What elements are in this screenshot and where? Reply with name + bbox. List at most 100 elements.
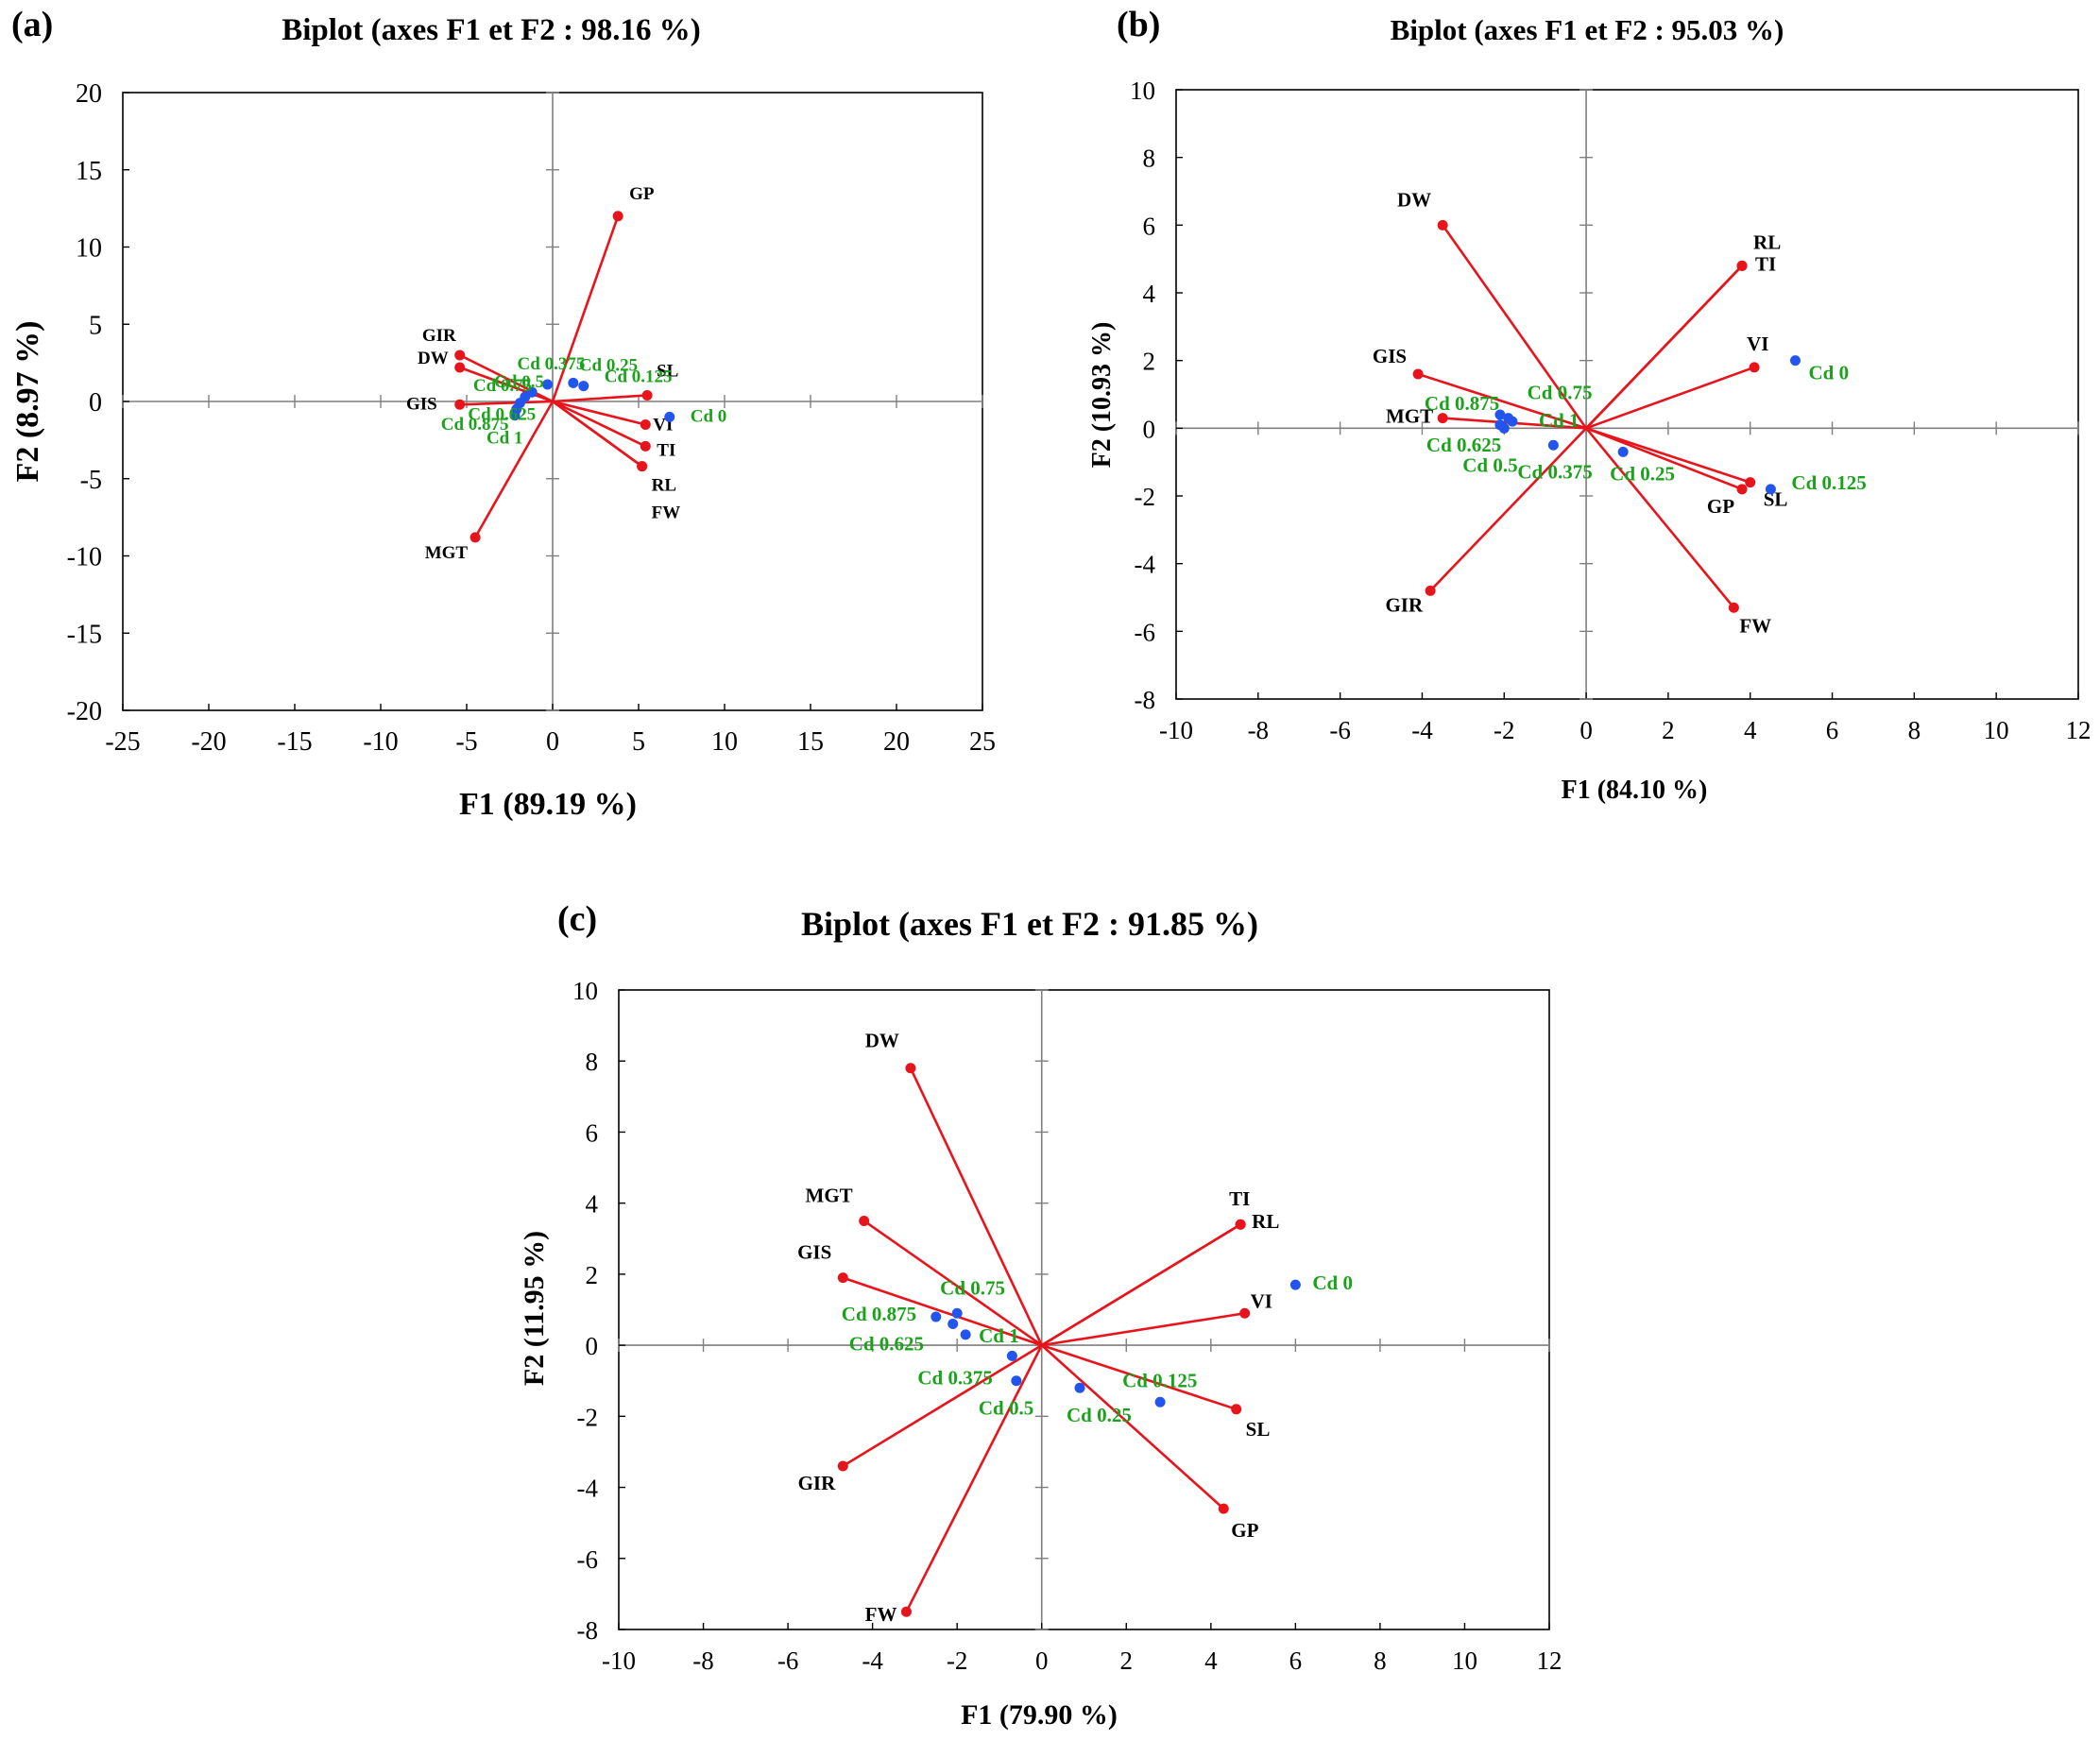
y-axis-title: F2 (10.93 %) [1087,322,1117,469]
variable-label-mgt: MGT [1386,405,1433,428]
variable-point-rl [1235,1219,1246,1230]
observation-label: Cd 0 [1312,1271,1353,1294]
y-tick-label: 2 [586,1261,599,1289]
variable-vector-vi [1041,1311,1245,1347]
variable-point-sl [1231,1404,1242,1415]
y-tick-label: 2 [1143,348,1156,376]
variable-label-rl: RL [652,476,676,496]
variable-vector-gis [1417,372,1587,430]
variable-point-gir [454,350,466,361]
x-tick-label: -6 [777,1646,799,1675]
variable-label-sl: SL [1246,1418,1271,1441]
observation-label: Cd 0.375 [1517,460,1592,483]
variable-label-rl: RL [1252,1210,1279,1233]
observation-point [664,411,675,422]
panel-letter: (b) [1117,5,1160,44]
variable-label-ti: TI [1755,252,1776,275]
observation-label: Cd 0.625 [1426,434,1501,456]
variable-label-rl: RL [1753,230,1781,253]
y-tick-label: 4 [586,1190,599,1219]
variable-label-ti: TI [1229,1187,1250,1210]
plot-frame [1175,89,2079,700]
observation-point [1494,409,1506,420]
x-tick-label: 2 [1662,716,1675,744]
x-tick-label: -4 [1411,716,1433,744]
observation-label: Cd 0.25 [1610,462,1675,485]
y-tick-label: 15 [76,157,102,186]
variable-point-ti [1736,260,1748,271]
x-tick-label: 6 [1289,1646,1303,1675]
x-axis-title: F1 (89.19 %) [459,787,637,822]
y-tick-label: -6 [577,1545,599,1574]
variable-point-gir [1425,585,1436,596]
x-tick-label: 6 [1826,716,1839,744]
variable-label-gis: GIS [797,1241,831,1264]
y-tick-label: -5 [80,466,102,495]
x-tick-label: 4 [1204,1646,1218,1675]
y-tick-label: -2 [577,1403,599,1431]
observation-label: Cd 0.875 [842,1303,916,1325]
observation-label: Cd 0.5 [1462,453,1517,476]
observation-label: Cd 0.125 [605,367,673,387]
variable-point-gis [454,399,466,410]
x-tick-label: 8 [1908,716,1921,744]
y-tick-label: -10 [67,543,102,572]
observation-label: Cd 0.125 [1122,1369,1197,1391]
variable-point-sl [641,389,653,401]
variable-point-fw [1728,602,1739,613]
y-tick-label: 10 [572,977,598,1005]
variable-point-mgt [859,1215,870,1226]
variable-point-sl [1745,477,1756,488]
observation-point [568,377,579,388]
observation-label: Cd 0.75 [940,1276,1005,1299]
variable-label-gis: GIS [406,394,437,414]
observation-label: Cd 0.375 [518,354,586,374]
x-tick-label: 4 [1744,716,1757,744]
variable-point-fw [637,461,648,472]
variable-label-vi: VI [1747,333,1768,355]
observation-point [1507,416,1518,427]
y-tick-label: -4 [1135,551,1156,579]
variable-point-dw [1437,219,1448,230]
variable-point-vi [1749,362,1760,373]
observation-label: Cd 0.5 [979,1397,1033,1420]
observation-point [951,1307,963,1319]
observation-point [542,379,554,390]
y-tick-label: -8 [1135,686,1156,714]
variable-vector-sl [1041,1343,1238,1411]
variable-vector-dw [459,366,554,403]
y-tick-label: 10 [76,234,102,264]
variable-vector-vi [552,400,646,426]
x-tick-label: 8 [1374,1646,1387,1675]
variable-label-vi: VI [1251,1289,1272,1312]
variable-label-gir: GIR [422,326,456,346]
x-tick-label: 10 [1984,716,2009,744]
variable-point-mgt [470,532,481,543]
observation-point [578,381,589,392]
variable-point-dw [905,1063,916,1074]
observation-point [960,1329,971,1340]
variable-label-mgt: MGT [806,1184,853,1206]
variable-vector-mgt [862,1220,1043,1347]
x-tick-label: -8 [1248,716,1270,744]
panel-letter: (a) [11,5,53,44]
x-tick-label: 12 [1537,1646,1562,1675]
y-tick-label: 5 [89,311,102,340]
y-tick-label: 4 [1143,280,1156,308]
variable-label-ti: TI [657,440,675,460]
observation-point [930,1311,942,1322]
y-tick-label: 10 [1130,77,1155,105]
observation-label: Cd 0.625 [468,405,536,425]
x-tick-label: 0 [1035,1646,1049,1675]
observation-point [1154,1396,1166,1407]
y-tick-label: 6 [586,1118,599,1147]
x-tick-label: -6 [1329,716,1351,744]
observation-label: Cd 0.25 [579,355,638,375]
variable-point-gir [837,1460,848,1472]
observation-label: Cd 0.625 [849,1333,924,1356]
variable-vector-gp [1585,427,1743,491]
observation-label: Cd 1 [487,429,523,449]
y-axis-title: F2 (11.95 %) [519,1231,550,1386]
